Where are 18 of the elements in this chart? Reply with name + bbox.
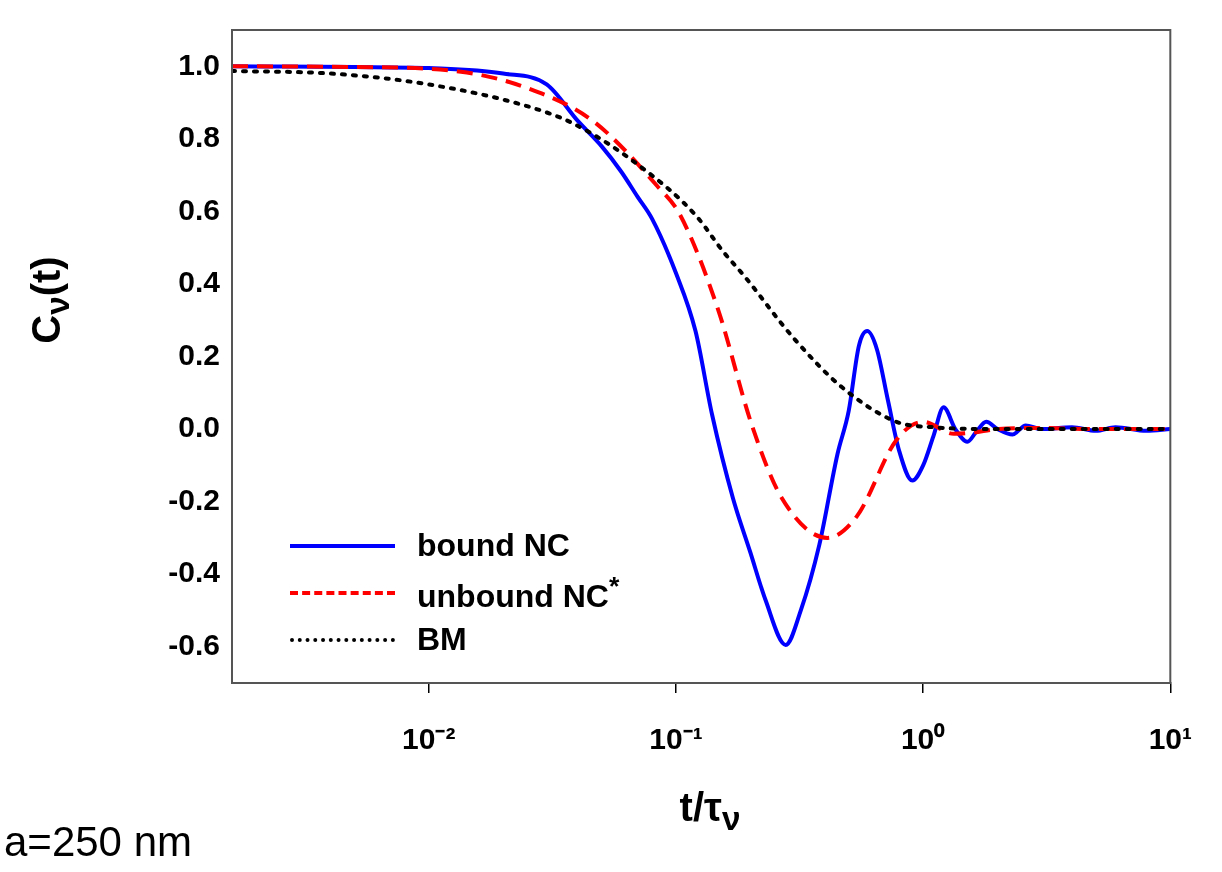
x-axis-title: t/τ$_{ν}$	[679, 785, 741, 838]
legend-label: bound NC	[417, 527, 570, 564]
y-tick-label: 0.2	[178, 337, 220, 371]
x-tick-label: 10⁻¹	[649, 722, 703, 756]
legend-label: BM	[417, 621, 467, 658]
x-tick-label: 10⁰	[900, 722, 946, 756]
y-tick-label: -0.4	[168, 555, 221, 589]
y-tick-label: 0.6	[178, 192, 220, 226]
text: a=250 nm	[4, 818, 192, 866]
y-tick-label: 0.0	[178, 410, 220, 444]
x-tick-label: 10¹	[1148, 722, 1193, 756]
y-tick-label: 0.4	[178, 265, 221, 299]
y-tick-label: -0.2	[168, 482, 220, 516]
legend-label: unbound NC$^{*}$	[417, 570, 620, 615]
y-tick-label: 1.0	[178, 47, 220, 81]
y-tick-label: 0.8	[178, 120, 220, 154]
x-tick-label: 10⁻²	[402, 722, 456, 756]
y-tick-label: -0.6	[168, 627, 220, 661]
